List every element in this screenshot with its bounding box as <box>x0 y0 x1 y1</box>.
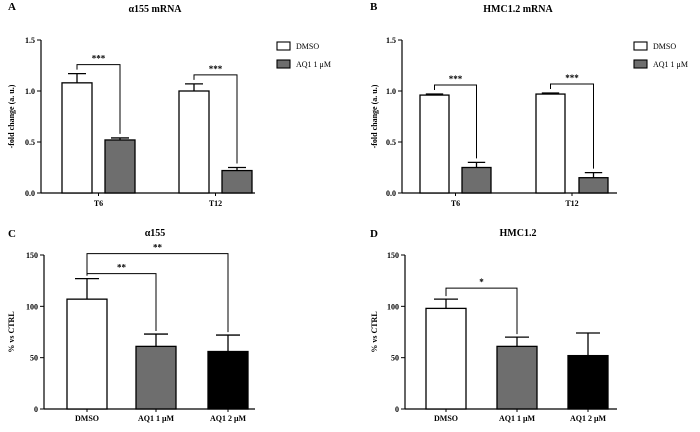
x-tick-label: AQ1 2 μM <box>210 414 247 423</box>
bar-dmso <box>425 307 467 410</box>
chart-title: HMC1.2 <box>500 228 537 239</box>
y-tick-label: 1.5 <box>386 36 396 45</box>
legend-swatch-aq1 <box>276 59 291 69</box>
y-axis-label: -fold change (a. u.) <box>7 84 16 148</box>
x-tick-label: T6 <box>451 199 460 208</box>
bar-aq1-t12 <box>221 169 253 194</box>
bar-dmso-t12 <box>535 93 566 194</box>
bar-dmso-t12 <box>178 90 210 194</box>
y-tick-label: 100 <box>26 302 38 311</box>
y-tick-label: 0.0 <box>386 189 396 198</box>
y-tick-label: 1.5 <box>25 36 35 45</box>
legend-label: AQ1 1 μM <box>296 60 331 69</box>
bar-aq1-1um <box>496 345 538 410</box>
bar-dmso-t6 <box>419 94 450 194</box>
y-tick-label: 0 <box>395 405 399 414</box>
panel-b: B HMC1.2 mRNA 0.0 0.5 1.0 1.5 -fold change (a.… <box>370 1 688 208</box>
x-tick-label: DMSO <box>75 414 99 423</box>
y-tick-label: 0.5 <box>386 138 396 147</box>
chart-title: α155 <box>145 228 166 239</box>
chart-title: HMC1.2 mRNA <box>483 4 553 15</box>
panel-letter: B <box>370 1 378 13</box>
significance-label: ** <box>117 263 127 273</box>
x-tick-label: AQ1 1 μM <box>138 414 175 423</box>
y-tick-label: 1.0 <box>25 87 35 96</box>
significance-bracket <box>550 83 594 169</box>
bar-aq1-2um <box>567 354 609 410</box>
significance-bracket <box>434 84 477 159</box>
y-tick-label: 0 <box>34 405 38 414</box>
y-tick-label: 0.0 <box>25 189 35 198</box>
y-tick-label: 1.0 <box>386 87 396 96</box>
panel-letter: D <box>370 228 378 240</box>
legend-swatch-aq1 <box>633 59 648 69</box>
x-tick-label: T12 <box>209 199 222 208</box>
x-tick-label: DMSO <box>434 414 458 423</box>
bar-aq1-t12 <box>578 177 609 194</box>
significance-bracket <box>193 74 238 164</box>
panel-d: D HMC1.2 0 50 100 150 % vs CTRL DMSO AQ1 1 μM AQ1… <box>370 228 617 423</box>
y-tick-label: 0.5 <box>25 138 35 147</box>
significance-label: *** <box>92 54 106 64</box>
legend-label: DMSO <box>653 42 676 51</box>
legend-swatch-dmso <box>276 41 291 51</box>
y-axis-label: % vs CTRL <box>7 311 16 352</box>
bar-aq1-t6 <box>461 166 492 194</box>
x-tick-label: T6 <box>94 199 103 208</box>
y-axis-label: -fold change (a. u.) <box>370 84 379 148</box>
bar-aq1-2um <box>207 350 249 410</box>
x-tick-label: AQ1 2 μM <box>570 414 607 423</box>
y-tick-label: 100 <box>387 302 399 311</box>
chart-title: α155 mRNA <box>128 4 182 15</box>
y-tick-label: 50 <box>30 354 38 363</box>
bar-aq1-1um <box>135 345 177 410</box>
y-tick-label: 150 <box>26 251 38 260</box>
y-tick-label: 50 <box>391 354 399 363</box>
significance-label: ** <box>153 243 163 253</box>
significance-bracket <box>445 287 518 335</box>
bar-dmso-t6 <box>61 82 93 194</box>
bar-dmso <box>66 298 108 410</box>
legend-swatch-dmso <box>633 41 648 51</box>
significance-label: *** <box>565 73 579 83</box>
significance-bracket <box>76 64 121 134</box>
significance-bracket <box>86 253 229 333</box>
bar-aq1-t6 <box>104 139 136 194</box>
y-axis-label: % vs CTRL <box>370 311 379 352</box>
legend-label: AQ1 1 μM <box>653 60 688 69</box>
panel-letter: C <box>8 228 16 240</box>
significance-label: * <box>479 277 484 287</box>
legend-label: DMSO <box>296 42 319 51</box>
x-tick-label: AQ1 1 μM <box>499 414 536 423</box>
significance-label: *** <box>209 64 223 74</box>
panel-letter: A <box>8 1 16 13</box>
y-tick-label: 150 <box>387 251 399 260</box>
significance-label: *** <box>449 74 463 84</box>
x-tick-label: T12 <box>565 199 578 208</box>
